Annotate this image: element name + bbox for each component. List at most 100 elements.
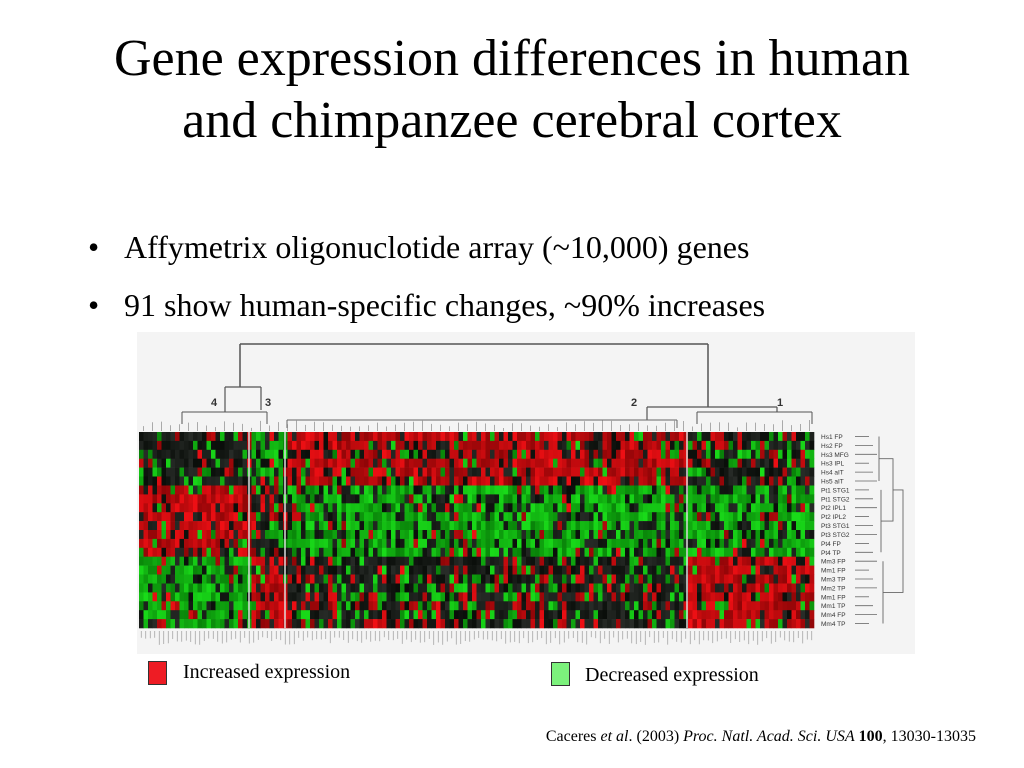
heatmap-cell (733, 449, 738, 459)
heatmap-cell (526, 547, 531, 557)
heatmap-cell (571, 512, 576, 522)
heatmap-cell (166, 521, 171, 531)
heatmap-cell (449, 521, 455, 531)
heatmap-cell (665, 583, 671, 593)
heatmap-cell (242, 619, 248, 629)
heatmap-cell (584, 592, 590, 602)
heatmap-cell (580, 449, 585, 459)
heatmap-cell (400, 601, 405, 611)
heatmap-cell (733, 530, 738, 540)
heatmap-cell (463, 565, 468, 575)
heatmap-cell (679, 440, 684, 451)
heatmap-cell (742, 458, 747, 468)
heatmap-cell (715, 574, 720, 584)
heatmap-cell (413, 610, 419, 620)
heatmap-cell (413, 476, 419, 486)
heatmap-cell (544, 503, 549, 513)
heatmap-cell (494, 440, 500, 451)
heatmap-cell (350, 458, 356, 468)
heatmap-cell (562, 458, 567, 468)
heatmap-cell (287, 521, 293, 531)
heatmap-cell (436, 592, 441, 602)
heatmap-cell (224, 476, 230, 486)
heatmap-cell (715, 440, 720, 451)
heatmap-cell (769, 449, 774, 459)
heatmap-cell (319, 449, 324, 459)
heatmap-cell (170, 530, 176, 540)
cluster-label-2: 2 (631, 397, 637, 409)
heatmap-cell (521, 512, 527, 522)
gene-tick-labels (140, 631, 813, 645)
heatmap-cell (679, 601, 684, 611)
heatmap-cell (517, 432, 522, 442)
heatmap-cell (634, 556, 639, 566)
heatmap-cell (346, 432, 351, 442)
heatmap-cell (350, 449, 356, 459)
heatmap-cell (584, 458, 590, 468)
heatmap-cell (467, 538, 473, 549)
heatmap-cell (782, 494, 788, 504)
heatmap-cell (229, 610, 234, 620)
heatmap-cell (197, 449, 203, 459)
heatmap-cell (485, 467, 491, 477)
heatmap-cell (148, 449, 153, 459)
heatmap-cell (625, 530, 630, 540)
heatmap-cell (769, 619, 774, 629)
heatmap-cell (584, 512, 590, 522)
heatmap-cell (395, 467, 401, 477)
heatmap-cell (679, 512, 684, 522)
heatmap-cell (652, 458, 657, 468)
heatmap-cell (382, 503, 387, 513)
heatmap-cell (391, 449, 396, 459)
heatmap-cell (742, 494, 747, 504)
heatmap-cell (584, 574, 590, 584)
heatmap-cell (350, 512, 356, 522)
heatmap-cell (242, 574, 248, 584)
heatmap-cell (175, 583, 180, 593)
heatmap-cell (278, 565, 284, 575)
heatmap-cell (737, 449, 743, 459)
heatmap-cell (206, 467, 212, 477)
heatmap-cell (571, 565, 576, 575)
sample-label: Mm4 FP (821, 612, 846, 619)
heatmap-cell (526, 610, 531, 620)
heatmap-cell (409, 538, 414, 549)
heatmap-cell (517, 449, 522, 459)
heatmap-cell (710, 592, 716, 602)
heatmap-cell (652, 619, 657, 629)
heatmap-cell (332, 601, 338, 611)
heatmap-cell (364, 512, 369, 522)
heatmap-cell (179, 530, 185, 540)
heatmap-cell (625, 440, 630, 451)
heatmap-cell (710, 467, 716, 477)
top-dendrogram (143, 343, 813, 431)
heatmap-cell (598, 610, 603, 620)
heatmap-cell (575, 565, 581, 575)
heatmap-cell (197, 494, 203, 504)
heatmap-cell (620, 619, 626, 629)
heatmap-cell (238, 485, 243, 495)
heatmap-cell (701, 485, 707, 495)
heatmap-cell (197, 565, 203, 575)
heatmap-cell (319, 547, 324, 557)
heatmap-cell (296, 521, 302, 531)
heatmap-cell (683, 574, 689, 584)
heatmap-cell (805, 538, 810, 549)
heatmap-cell (395, 565, 401, 575)
heatmap-cell (764, 583, 770, 593)
heatmap-cell (512, 601, 518, 611)
heatmap-cell (292, 601, 297, 611)
heatmap-cell (256, 565, 261, 575)
heatmap-cell (355, 458, 360, 468)
heatmap-cell (760, 565, 765, 575)
heatmap-cell (337, 530, 342, 540)
heatmap-cell (652, 601, 657, 611)
heatmap-cell (161, 467, 167, 477)
heatmap-cell (791, 556, 797, 566)
heatmap-cell (152, 601, 158, 611)
heatmap-cell (170, 476, 176, 486)
heatmap-cell (548, 556, 554, 566)
heatmap-cell (215, 583, 221, 593)
heatmap-cell (310, 619, 315, 629)
heatmap-cell (796, 565, 801, 575)
